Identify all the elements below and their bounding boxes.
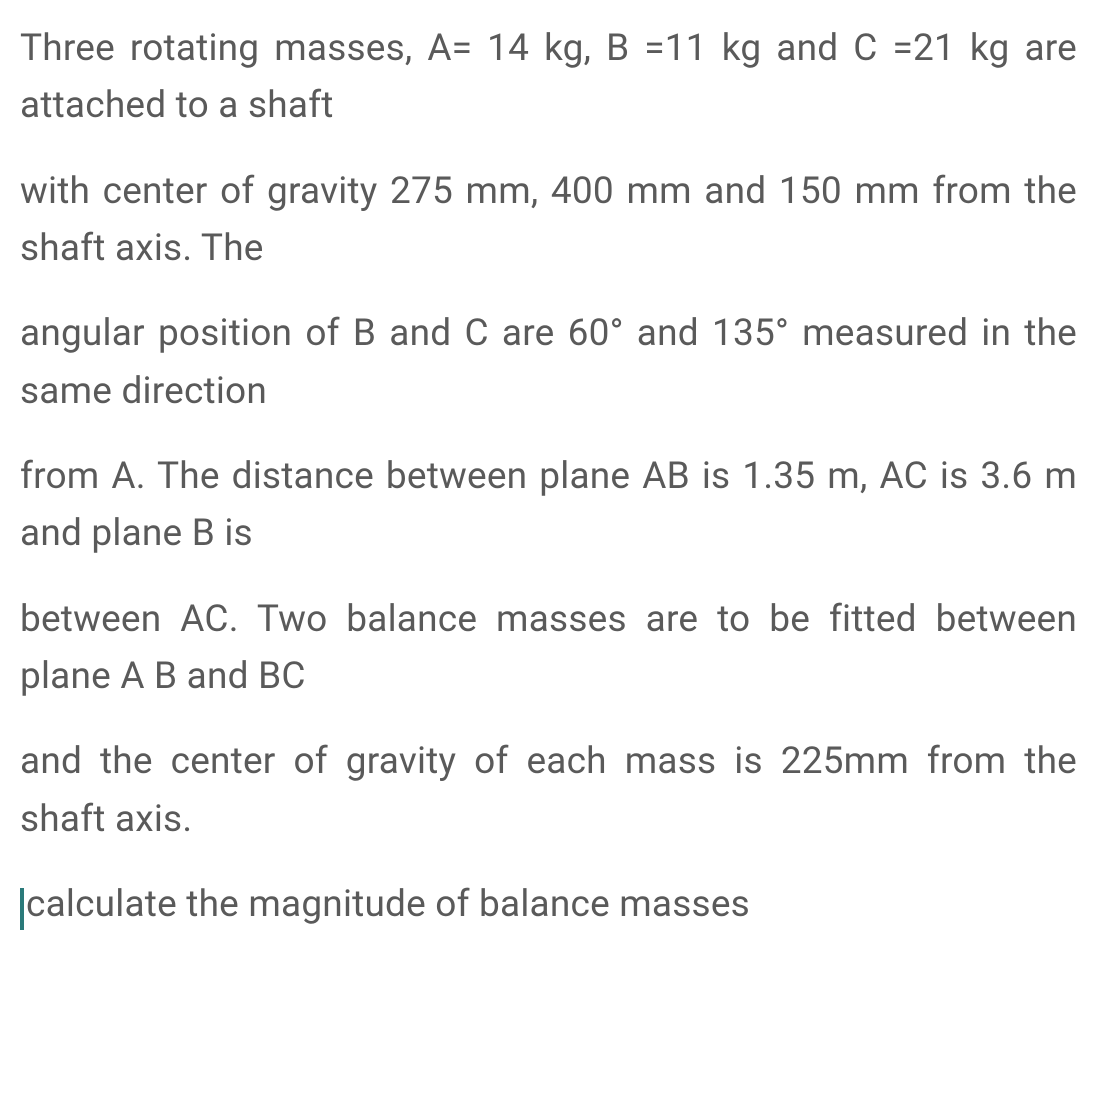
problem-paragraph-6: and the center of gravity of each mass i… <box>20 733 1077 848</box>
paragraph-text: from A. The distance between plane AB is… <box>20 455 1077 555</box>
paragraph-text: calculate the magnitude of balance masse… <box>26 883 750 926</box>
text-cursor-icon <box>20 888 24 930</box>
problem-paragraph-5: between AC. Two balance masses are to be… <box>20 591 1077 706</box>
paragraph-text: between AC. Two balance masses are to be… <box>20 598 1077 698</box>
paragraph-text: Three rotating masses, A= 14 kg, B =11 k… <box>20 27 1077 127</box>
paragraph-text: angular position of B and C are 60° and … <box>20 312 1077 412</box>
problem-paragraph-1: Three rotating masses, A= 14 kg, B =11 k… <box>20 20 1077 135</box>
problem-paragraph-3: angular position of B and C are 60° and … <box>20 305 1077 420</box>
problem-paragraph-2: with center of gravity 275 mm, 400 mm an… <box>20 163 1077 278</box>
problem-paragraph-4: from A. The distance between plane AB is… <box>20 448 1077 563</box>
paragraph-text: and the center of gravity of each mass i… <box>20 740 1077 840</box>
problem-paragraph-7: calculate the magnitude of balance masse… <box>20 876 1077 933</box>
paragraph-text: with center of gravity 275 mm, 400 mm an… <box>20 170 1077 270</box>
